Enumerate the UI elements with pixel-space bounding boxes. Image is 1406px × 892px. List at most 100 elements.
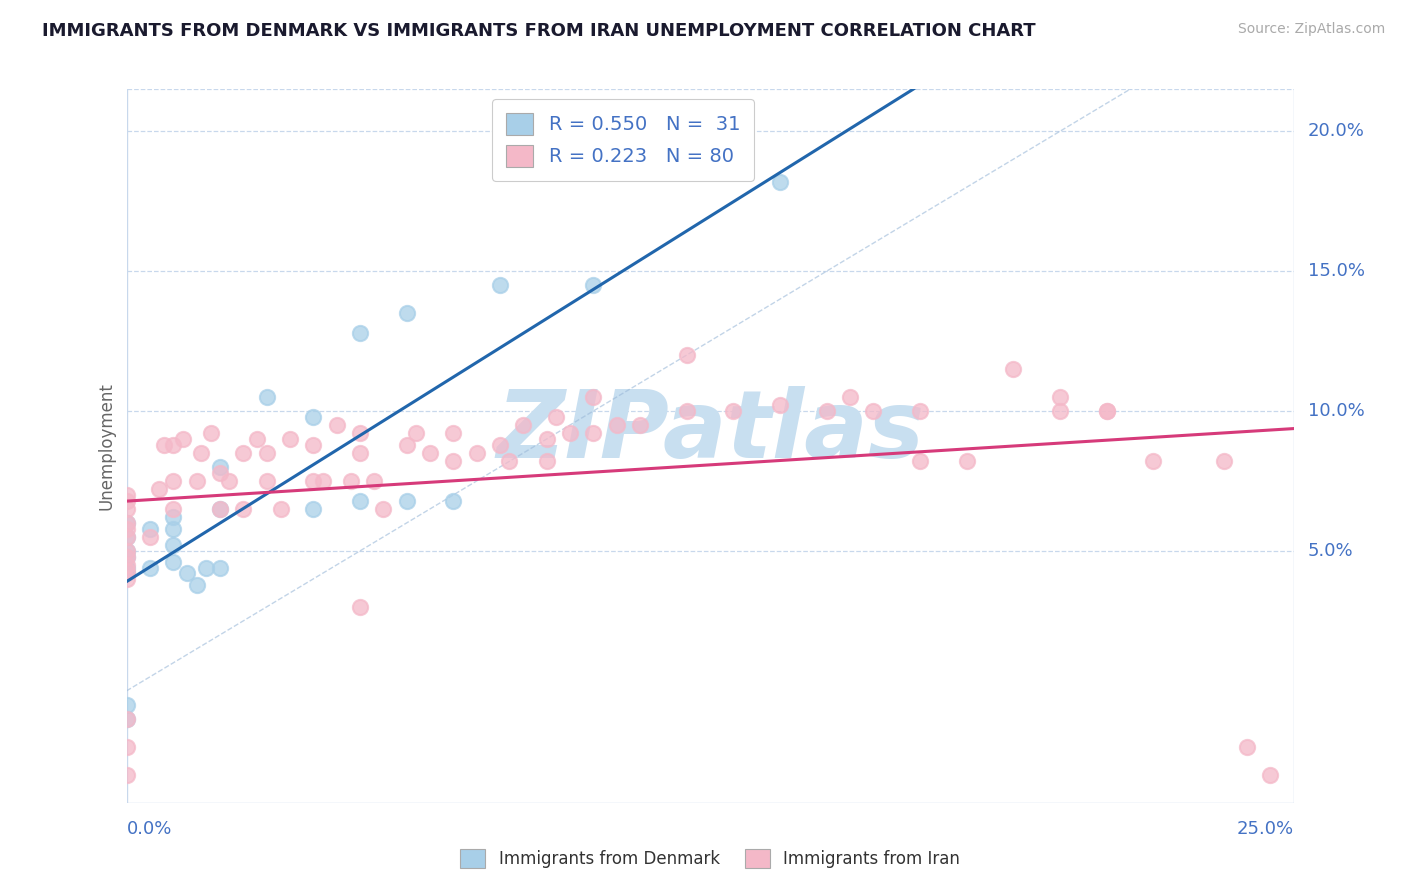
Point xyxy=(769,399,792,413)
Text: ZIPatlas: ZIPatlas xyxy=(496,385,924,478)
Point xyxy=(115,564,138,578)
Point xyxy=(536,432,558,446)
Point xyxy=(839,390,862,404)
Point xyxy=(956,454,979,468)
Point xyxy=(1095,404,1118,418)
Point xyxy=(218,474,240,488)
Point xyxy=(115,549,138,564)
Point xyxy=(489,278,512,293)
Point xyxy=(115,560,138,574)
Point xyxy=(115,558,138,572)
Point xyxy=(208,502,231,516)
Point xyxy=(139,530,162,544)
Point xyxy=(153,437,176,451)
Point xyxy=(536,454,558,468)
Point xyxy=(162,502,184,516)
Point xyxy=(544,409,567,424)
Point xyxy=(162,538,184,552)
Point xyxy=(1049,390,1071,404)
Point xyxy=(498,454,520,468)
Point xyxy=(232,446,254,460)
Point xyxy=(862,404,884,418)
Point xyxy=(256,390,278,404)
Text: 20.0%: 20.0% xyxy=(1308,122,1364,140)
Point xyxy=(349,446,371,460)
Point xyxy=(115,522,138,536)
Point xyxy=(115,544,138,558)
Point xyxy=(325,417,347,432)
Point xyxy=(395,437,418,451)
Point xyxy=(208,460,231,475)
Text: 5.0%: 5.0% xyxy=(1308,542,1353,560)
Point xyxy=(194,560,217,574)
Point xyxy=(419,446,441,460)
Point xyxy=(441,493,464,508)
Point xyxy=(582,426,605,441)
Point xyxy=(675,348,697,362)
Point xyxy=(441,426,464,441)
Point xyxy=(339,474,361,488)
Point xyxy=(115,549,138,564)
Point xyxy=(208,466,231,480)
Point xyxy=(908,454,931,468)
Point xyxy=(176,566,198,581)
Point xyxy=(270,502,292,516)
Point xyxy=(1049,404,1071,418)
Point xyxy=(558,426,581,441)
Point xyxy=(349,326,371,340)
Point xyxy=(1258,768,1281,782)
Point xyxy=(115,488,138,502)
Point xyxy=(115,739,138,754)
Text: 25.0%: 25.0% xyxy=(1236,820,1294,838)
Text: 10.0%: 10.0% xyxy=(1308,402,1364,420)
Y-axis label: Unemployment: Unemployment xyxy=(97,382,115,510)
Point xyxy=(302,437,325,451)
Point xyxy=(115,698,138,712)
Legend: Immigrants from Denmark, Immigrants from Iran: Immigrants from Denmark, Immigrants from… xyxy=(451,840,969,877)
Point xyxy=(815,404,838,418)
Point xyxy=(115,566,138,581)
Point xyxy=(115,516,138,530)
Point xyxy=(349,599,371,614)
Point xyxy=(302,502,325,516)
Point xyxy=(395,493,418,508)
Point xyxy=(115,712,138,726)
Point xyxy=(512,417,534,432)
Point xyxy=(139,522,162,536)
Point xyxy=(723,404,745,418)
Point xyxy=(186,474,208,488)
Text: IMMIGRANTS FROM DENMARK VS IMMIGRANTS FROM IRAN UNEMPLOYMENT CORRELATION CHART: IMMIGRANTS FROM DENMARK VS IMMIGRANTS FR… xyxy=(42,22,1036,40)
Point xyxy=(1212,454,1234,468)
Point xyxy=(465,446,488,460)
Point xyxy=(769,175,792,189)
Point xyxy=(1002,362,1025,376)
Point xyxy=(162,555,184,569)
Point xyxy=(582,278,605,293)
Point xyxy=(115,530,138,544)
Point xyxy=(582,390,605,404)
Point xyxy=(278,432,301,446)
Point xyxy=(1142,454,1164,468)
Point xyxy=(675,404,697,418)
Point xyxy=(256,446,278,460)
Point xyxy=(349,426,371,441)
Point xyxy=(1236,739,1258,754)
Point xyxy=(1095,404,1118,418)
Point xyxy=(172,432,194,446)
Point xyxy=(115,572,138,586)
Point xyxy=(139,560,162,574)
Point xyxy=(405,426,427,441)
Point xyxy=(148,483,170,497)
Point xyxy=(186,577,208,591)
Point xyxy=(489,437,512,451)
Point xyxy=(606,417,628,432)
Point xyxy=(373,502,395,516)
Point xyxy=(115,544,138,558)
Point xyxy=(302,474,325,488)
Point xyxy=(115,530,138,544)
Point xyxy=(200,426,222,441)
Point xyxy=(115,516,138,530)
Point xyxy=(115,502,138,516)
Point xyxy=(441,454,464,468)
Point xyxy=(232,502,254,516)
